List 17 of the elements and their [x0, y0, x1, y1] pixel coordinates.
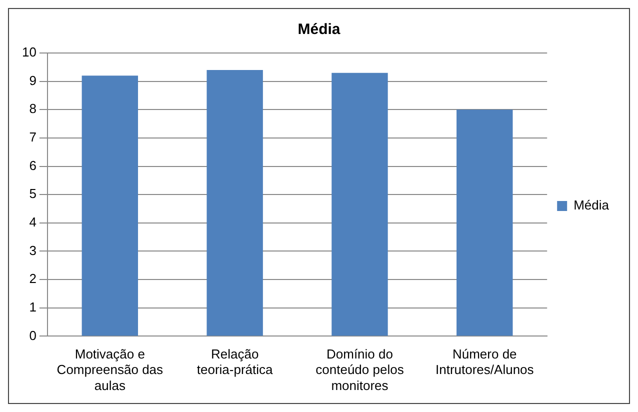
y-tick-label: 7	[29, 130, 36, 145]
legend-label: Média	[574, 198, 610, 213]
x-tick-label: Número de Intrutores/Alunos	[436, 346, 534, 378]
y-tick-label: 0	[29, 328, 36, 343]
x-tick-label: Domínio do conteúdo pelos monitores	[316, 346, 404, 393]
y-tick-label: 1	[29, 299, 36, 314]
x-tick-label: Motivação e Compreensão das aulas	[56, 346, 164, 393]
y-tick-label: 3	[29, 242, 36, 258]
y-tick-label: 9	[29, 72, 36, 88]
y-tick-label: 4	[29, 214, 36, 230]
y-tick-label: 5	[29, 186, 36, 202]
y-tick-label: 6	[29, 158, 36, 173]
y-tick-label: 10	[22, 44, 36, 60]
y-tick-label: 2	[29, 271, 36, 286]
x-tick-label: Relação teoria-prática	[196, 346, 274, 378]
y-tick-label: 8	[29, 101, 36, 116]
chart-title: Média	[298, 21, 341, 38]
